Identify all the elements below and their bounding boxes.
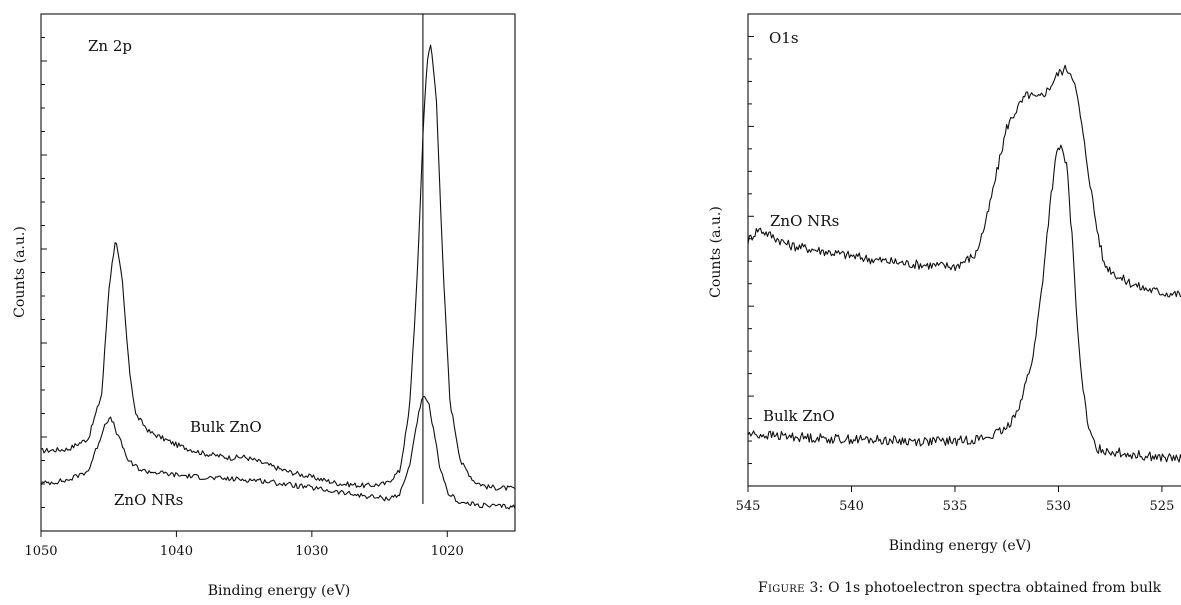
- zn2p-series-bulk-zno: [40, 44, 516, 491]
- o1s-x-axis-title: Binding energy (eV): [889, 538, 1032, 554]
- o1s-series-bulk-zno: [747, 144, 1181, 463]
- o1s-xtick-label-0: 545: [736, 499, 761, 514]
- o1s-panel-label: O1s: [769, 29, 799, 47]
- zn2p-xtick-label-3: 1020: [431, 544, 464, 559]
- zn2p-xtick-label-1: 1040: [160, 544, 193, 559]
- o1s-xtick-label-2: 535: [943, 499, 968, 514]
- zn2p-x-axis-title: Binding energy (eV): [208, 583, 351, 599]
- o1s-plot-frame: [747, 13, 1181, 487]
- o1s-panel: 545 540 535 530 525 O1s ZnO NRs Bulk ZnO Bin…: [708, 13, 1181, 554]
- o1s-xtick-label-3: 530: [1046, 499, 1071, 514]
- figure-caption-label: Figure 3:: [758, 580, 824, 596]
- o1s-y-axis-title: Counts (a.u.): [708, 206, 724, 298]
- zn2p-series-group: [40, 44, 516, 510]
- o1s-bulk-label: Bulk ZnO: [763, 407, 835, 425]
- zn2p-panel-label: Zn 2p: [88, 37, 132, 55]
- o1s-series-zno-nrs: [747, 64, 1181, 298]
- o1s-xtick-label-1: 540: [839, 499, 864, 514]
- zn2p-series-zno-nrs: [40, 396, 516, 510]
- zn2p-xticks: 1050 1040 1030 1020: [24, 531, 464, 559]
- figure-caption: Figure 3: O 1s photoelectron spectra obt…: [758, 580, 1161, 596]
- o1s-xticks: 545 540 535 530 525: [736, 486, 1175, 514]
- zn2p-nrs-label: ZnO NRs: [114, 491, 183, 509]
- o1s-xtick-label-4: 525: [1150, 499, 1175, 514]
- figure-caption-text: O 1s photoelectron spectra obtained from…: [828, 580, 1162, 596]
- zn2p-yticks: [41, 37, 47, 508]
- zn2p-y-axis-title: Counts (a.u.): [12, 226, 28, 318]
- zn2p-xtick-label-0: 1050: [24, 544, 57, 559]
- o1s-series-group: [747, 64, 1181, 463]
- zn2p-xtick-label-2: 1030: [295, 544, 328, 559]
- zn2p-bulk-label: Bulk ZnO: [190, 418, 262, 436]
- o1s-nrs-label: ZnO NRs: [770, 212, 839, 230]
- zn2p-panel: 1050 1040 1030 1020 Zn 2p Bulk ZnO ZnO NRs …: [12, 13, 516, 599]
- o1s-yticks: [748, 35, 754, 465]
